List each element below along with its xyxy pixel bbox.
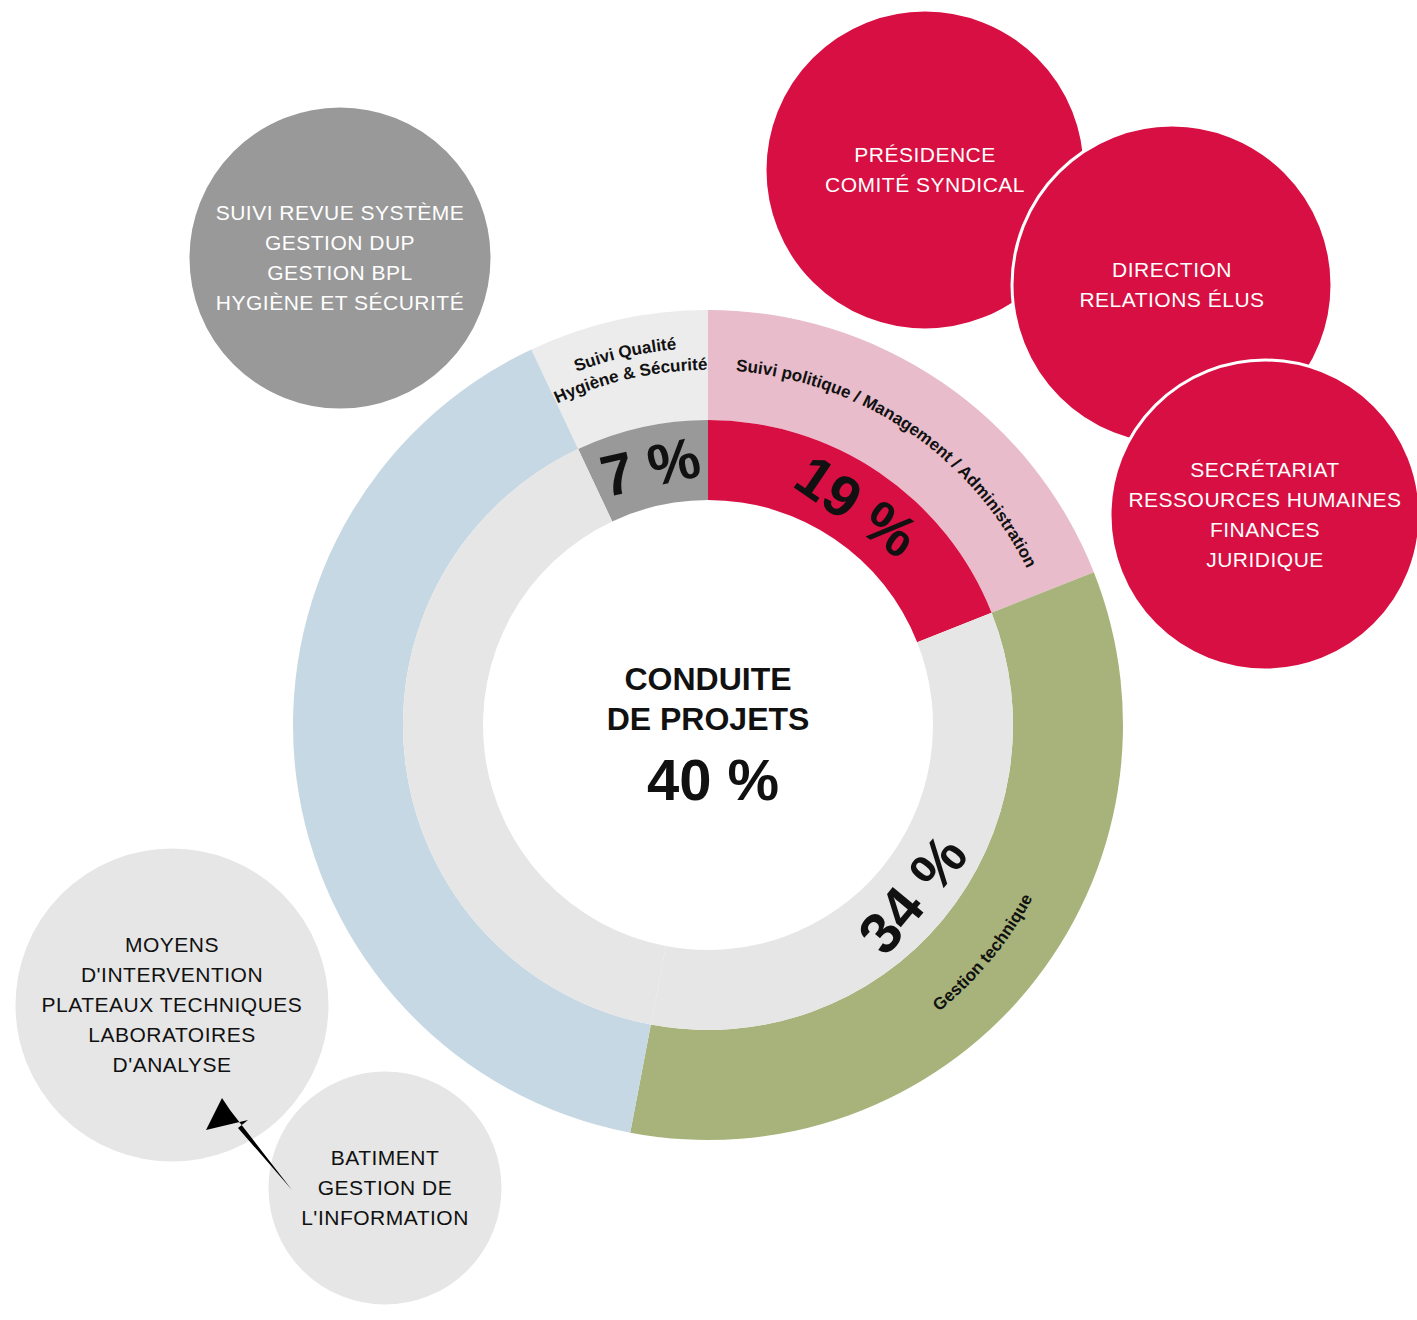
category-line: Suivi politique / Management / Administr… <box>735 356 1040 571</box>
category-label: Gestion technique <box>929 891 1036 1015</box>
arrow <box>206 1098 292 1190</box>
bubble <box>188 106 492 410</box>
bubble-text: PRÉSIDENCE COMITÉ SYNDICAL <box>825 143 1025 196</box>
data-label: 34 % <box>845 822 979 965</box>
bubble-line: JURIDIQUE <box>1206 548 1324 571</box>
bubble-line: L'INFORMATION <box>301 1206 469 1229</box>
bubble-line: LABORATOIRES <box>88 1023 255 1046</box>
category-line: Gestion technique <box>929 891 1036 1015</box>
bubble-line: GESTION DUP <box>265 231 415 254</box>
bubble-line: RELATIONS ÉLUS <box>1079 288 1264 311</box>
outer-ring <box>293 310 1123 1140</box>
category-label: Suivi politique / Management / Administr… <box>735 356 1040 571</box>
bubble-line: D'ANALYSE <box>113 1053 232 1076</box>
bubble <box>14 847 330 1163</box>
bubble-line: PLATEAUX TECHNIQUES <box>42 993 303 1016</box>
bubble-line: MOYENS <box>125 933 219 956</box>
data-label: 7 % <box>594 424 706 509</box>
bubble-line: GESTION DE <box>318 1176 453 1199</box>
bubble-line: SECRÉTARIAT <box>1190 458 1339 481</box>
ring <box>403 420 1013 1030</box>
bubble-group: PRÉSIDENCE COMITÉ SYNDICAL DIRECTION RELATI… <box>765 10 1417 670</box>
bubble <box>267 1070 503 1306</box>
bubble <box>1110 360 1417 670</box>
bubble-line: RESSOURCES HUMAINES <box>1128 488 1401 511</box>
chart: Suivi QualitéHygiène & Sécurité Suivi pol… <box>0 0 1417 1320</box>
center-line: CONDUITE <box>624 661 791 697</box>
bubble-line: COMITÉ SYNDICAL <box>825 173 1025 196</box>
bubble-line: SUIVI REVUE SYSTÈME <box>216 201 465 224</box>
bubble-text: MOYENS D'INTERVENTION PLATEAUX TECHNIQUES L… <box>42 933 303 1076</box>
bubble-text: SECRÉTARIAT RESSOURCES HUMAINES FINANCES JU… <box>1128 458 1401 571</box>
center-line: DE PROJETS <box>607 701 810 737</box>
center-label: CONDUITE DE PROJETS <box>607 661 810 737</box>
data-label: 19 % <box>784 442 930 570</box>
bubble-group: MOYENS D'INTERVENTION PLATEAUX TECHNIQUES L… <box>14 847 503 1306</box>
bubble-text: SUIVI REVUE SYSTÈME GESTION DUP GESTION BP… <box>216 201 465 314</box>
center-value: 40 % <box>647 747 779 812</box>
outer-band <box>630 572 1123 1140</box>
category-label: Suivi QualitéHygiène & Sécurité <box>551 334 707 407</box>
bubble-text: BATIMENT GESTION DE L'INFORMATION <box>301 1146 469 1229</box>
bubble-line: DIRECTION <box>1112 258 1232 281</box>
bubble-line: HYGIÈNE ET SÉCURITÉ <box>216 291 464 314</box>
category-line: Hygiène & Sécurité <box>551 355 707 407</box>
bubble-group: SUIVI REVUE SYSTÈME GESTION DUP GESTION BP… <box>188 106 492 410</box>
bubble-line: BATIMENT <box>331 1146 440 1169</box>
bubble-line: PRÉSIDENCE <box>854 143 996 166</box>
bubble-line: GESTION BPL <box>267 261 413 284</box>
bubble-line: D'INTERVENTION <box>81 963 263 986</box>
bubble-line: FINANCES <box>1210 518 1320 541</box>
bubble-text: DIRECTION RELATIONS ÉLUS <box>1079 258 1264 311</box>
